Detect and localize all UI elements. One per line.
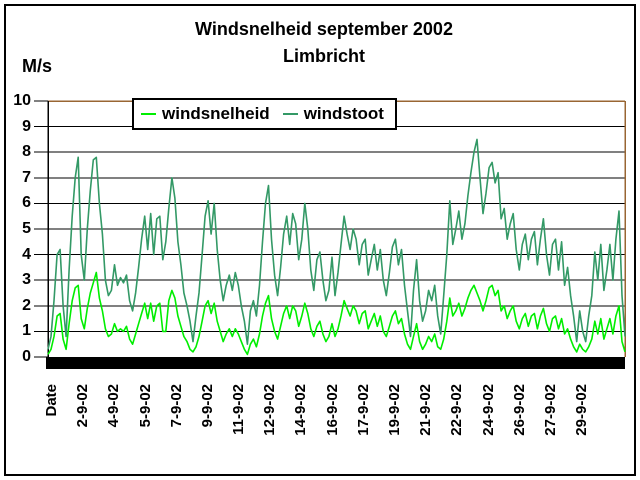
x-tick-label: 5-9-02 <box>136 384 154 428</box>
y-tick-label: 6 <box>22 194 31 212</box>
x-tick-label: 4-9-02 <box>105 384 123 428</box>
x-tick-label: 26-9-02 <box>510 384 528 436</box>
y-axis-unit-label: M/s <box>22 56 53 76</box>
x-tick-label: 22-9-02 <box>448 384 466 436</box>
y-tick-label: 8 <box>22 143 31 161</box>
x-axis-line <box>46 357 625 369</box>
windsnelheid-line <box>47 271 626 356</box>
windsnelheid-legend-marker-icon <box>141 113 156 115</box>
chart-subtitle: Limbricht <box>282 46 365 66</box>
y-tick-label: 5 <box>22 220 31 237</box>
x-tick-label: 29-9-02 <box>573 384 591 436</box>
x-tick-label: 17-9-02 <box>354 384 372 436</box>
y-tick-label: 2 <box>22 296 31 314</box>
y-tick-label: 7 <box>22 168 31 186</box>
x-tick-label: 14-9-02 <box>292 384 310 436</box>
windstoot-legend-label: windstoot <box>303 104 384 123</box>
x-axis-title: Date <box>43 384 60 417</box>
y-tick-label: 3 <box>22 271 31 289</box>
windstoot-legend-marker-icon <box>282 113 298 115</box>
x-tick-label: 9-9-02 <box>198 384 216 428</box>
x-tick-label: 16-9-02 <box>323 384 341 436</box>
x-tick-label: 12-9-02 <box>261 384 279 436</box>
windstoot-line <box>47 138 626 350</box>
x-tick-label: 19-9-02 <box>385 384 403 436</box>
x-tick-label: 2-9-02 <box>74 384 92 428</box>
windsnelheid-legend-label: windsnelheid <box>162 104 270 123</box>
x-tick-label: 24-9-02 <box>479 384 497 436</box>
x-tick-label: 21-9-02 <box>417 384 435 436</box>
x-tick-label: 11-9-02 <box>230 384 248 435</box>
y-tick-label: 4 <box>22 245 31 263</box>
legend: windsnelheid windstoot <box>132 98 397 130</box>
chart-outer-frame <box>4 4 636 476</box>
y-tick-label: 1 <box>22 322 31 340</box>
y-tick-label: 0 <box>22 348 31 365</box>
y-tick-label: 9 <box>22 117 31 135</box>
chart-title: Windsnelheid september 2002 <box>195 19 453 39</box>
x-tick-label: 27-9-02 <box>541 384 559 436</box>
y-tick-label: 10 <box>13 92 31 109</box>
x-tick-label: 7-9-02 <box>167 384 185 428</box>
